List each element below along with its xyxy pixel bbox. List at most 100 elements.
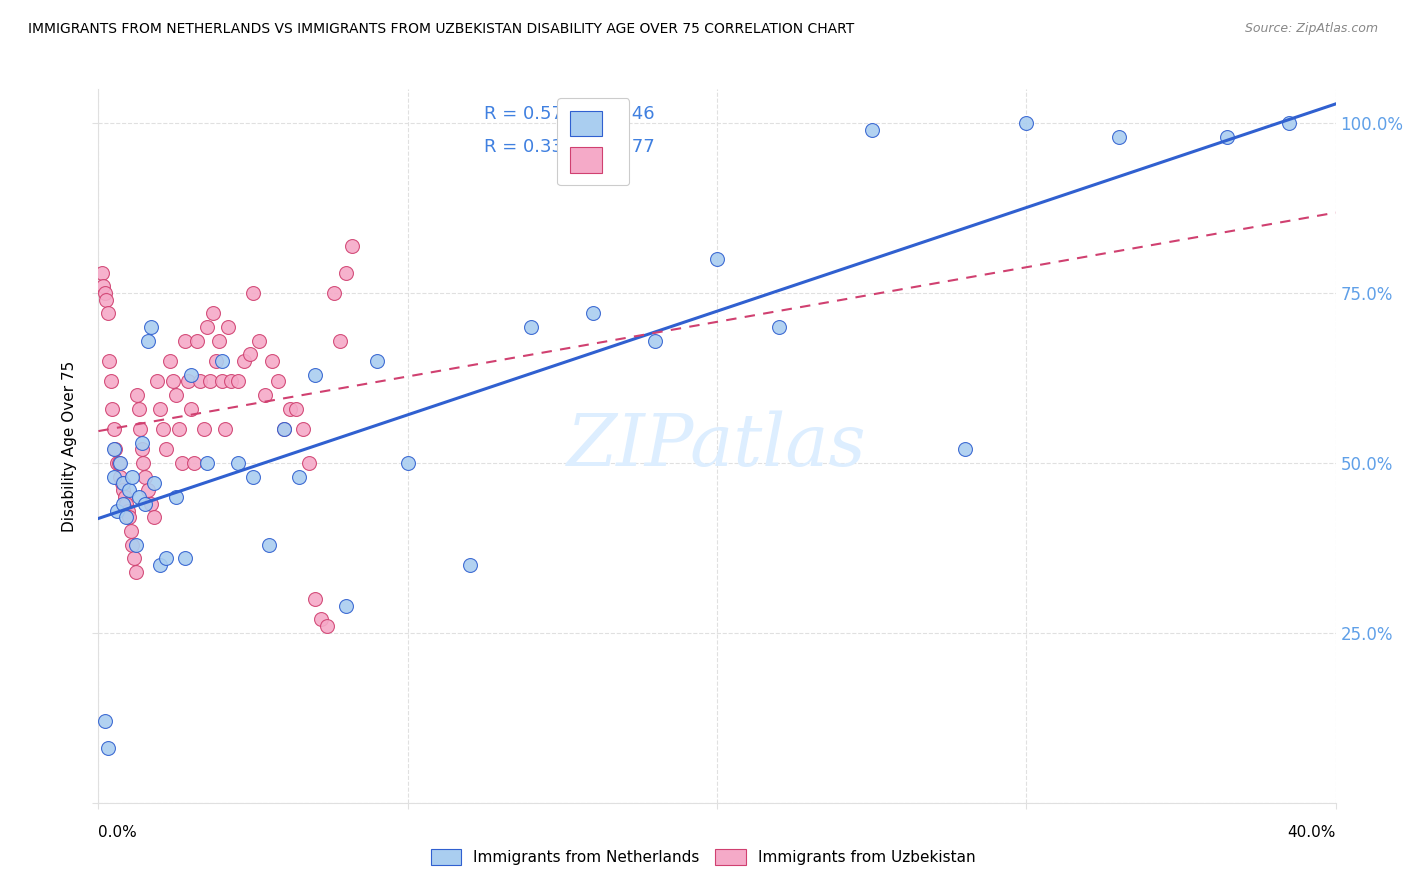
Text: ZIPatlas: ZIPatlas (567, 410, 868, 482)
Point (139, 320, 162, 334)
Point (117, 503, 139, 517)
Point (174, 334, 197, 348)
Point (124, 565, 146, 579)
Point (97, 741, 120, 756)
Text: R = 0.579   N = 46: R = 0.579 N = 46 (485, 105, 655, 123)
Point (239, 347, 262, 361)
Point (232, 354, 254, 368)
Point (120, 524, 142, 538)
Point (257, 537, 280, 551)
Point (298, 456, 321, 470)
Point (180, 401, 202, 416)
Point (285, 401, 308, 416)
Point (131, 435, 153, 450)
Point (159, 354, 181, 368)
Point (121, 469, 143, 483)
Point (254, 388, 277, 402)
Point (118, 483, 141, 498)
Y-axis label: Disability Age Over 75: Disability Age Over 75 (62, 360, 77, 532)
Point (108, 456, 131, 470)
Point (103, 469, 125, 483)
Point (112, 497, 135, 511)
Point (278, 401, 301, 416)
Point (104, 442, 127, 457)
Point (107, 456, 129, 470)
Point (340, 238, 363, 252)
Point (186, 334, 208, 348)
Point (162, 375, 184, 389)
Point (111, 476, 134, 491)
Point (136, 483, 159, 498)
Point (127, 388, 149, 402)
Point (101, 401, 124, 416)
Point (103, 422, 125, 436)
Point (180, 368, 202, 382)
Point (1015, 116, 1038, 130)
Point (226, 456, 249, 470)
Text: Source: ZipAtlas.com: Source: ZipAtlas.com (1244, 22, 1378, 36)
Point (183, 456, 205, 470)
Legend: , : , (557, 98, 630, 186)
Point (134, 497, 156, 511)
Point (90, 266, 112, 280)
Point (226, 375, 249, 389)
Text: 40.0%: 40.0% (1288, 825, 1336, 840)
Point (288, 469, 311, 483)
Point (335, 599, 357, 613)
Text: 0.0%: 0.0% (98, 825, 138, 840)
Point (221, 375, 243, 389)
Point (366, 354, 388, 368)
Point (193, 422, 215, 436)
Point (396, 456, 419, 470)
Point (115, 510, 138, 524)
Point (273, 422, 295, 436)
Point (242, 286, 264, 301)
Point (146, 375, 169, 389)
Point (198, 375, 221, 389)
Point (304, 368, 326, 382)
Point (260, 354, 283, 368)
Point (124, 537, 146, 551)
Point (139, 497, 162, 511)
Point (211, 354, 233, 368)
Point (195, 456, 218, 470)
Point (860, 123, 883, 137)
Point (335, 266, 357, 280)
Point (170, 456, 193, 470)
Point (93, 286, 115, 301)
Point (201, 306, 224, 320)
Point (195, 320, 218, 334)
Point (112, 483, 135, 498)
Point (304, 591, 326, 606)
Point (131, 442, 153, 457)
Point (768, 320, 790, 334)
Point (582, 306, 605, 320)
Point (91, 279, 114, 293)
Point (1216, 129, 1239, 144)
Point (93, 714, 115, 729)
Point (205, 354, 228, 368)
Point (644, 334, 666, 348)
Point (214, 422, 236, 436)
Point (177, 375, 200, 389)
Point (309, 612, 332, 626)
Point (134, 469, 156, 483)
Point (118, 510, 141, 524)
Point (112, 476, 135, 491)
Point (105, 456, 128, 470)
Point (322, 286, 344, 301)
Point (132, 456, 155, 470)
Point (97, 306, 120, 320)
Point (155, 442, 177, 457)
Text: R = 0.339   N = 77: R = 0.339 N = 77 (485, 138, 655, 156)
Point (143, 476, 166, 491)
Point (96, 293, 118, 307)
Point (267, 375, 290, 389)
Point (114, 490, 136, 504)
Point (105, 503, 128, 517)
Text: IMMIGRANTS FROM NETHERLANDS VS IMMIGRANTS FROM UZBEKISTAN DISABILITY AGE OVER 75: IMMIGRANTS FROM NETHERLANDS VS IMMIGRANT… (28, 22, 855, 37)
Point (98, 354, 121, 368)
Point (291, 422, 314, 436)
Point (706, 252, 728, 266)
Point (155, 551, 177, 566)
